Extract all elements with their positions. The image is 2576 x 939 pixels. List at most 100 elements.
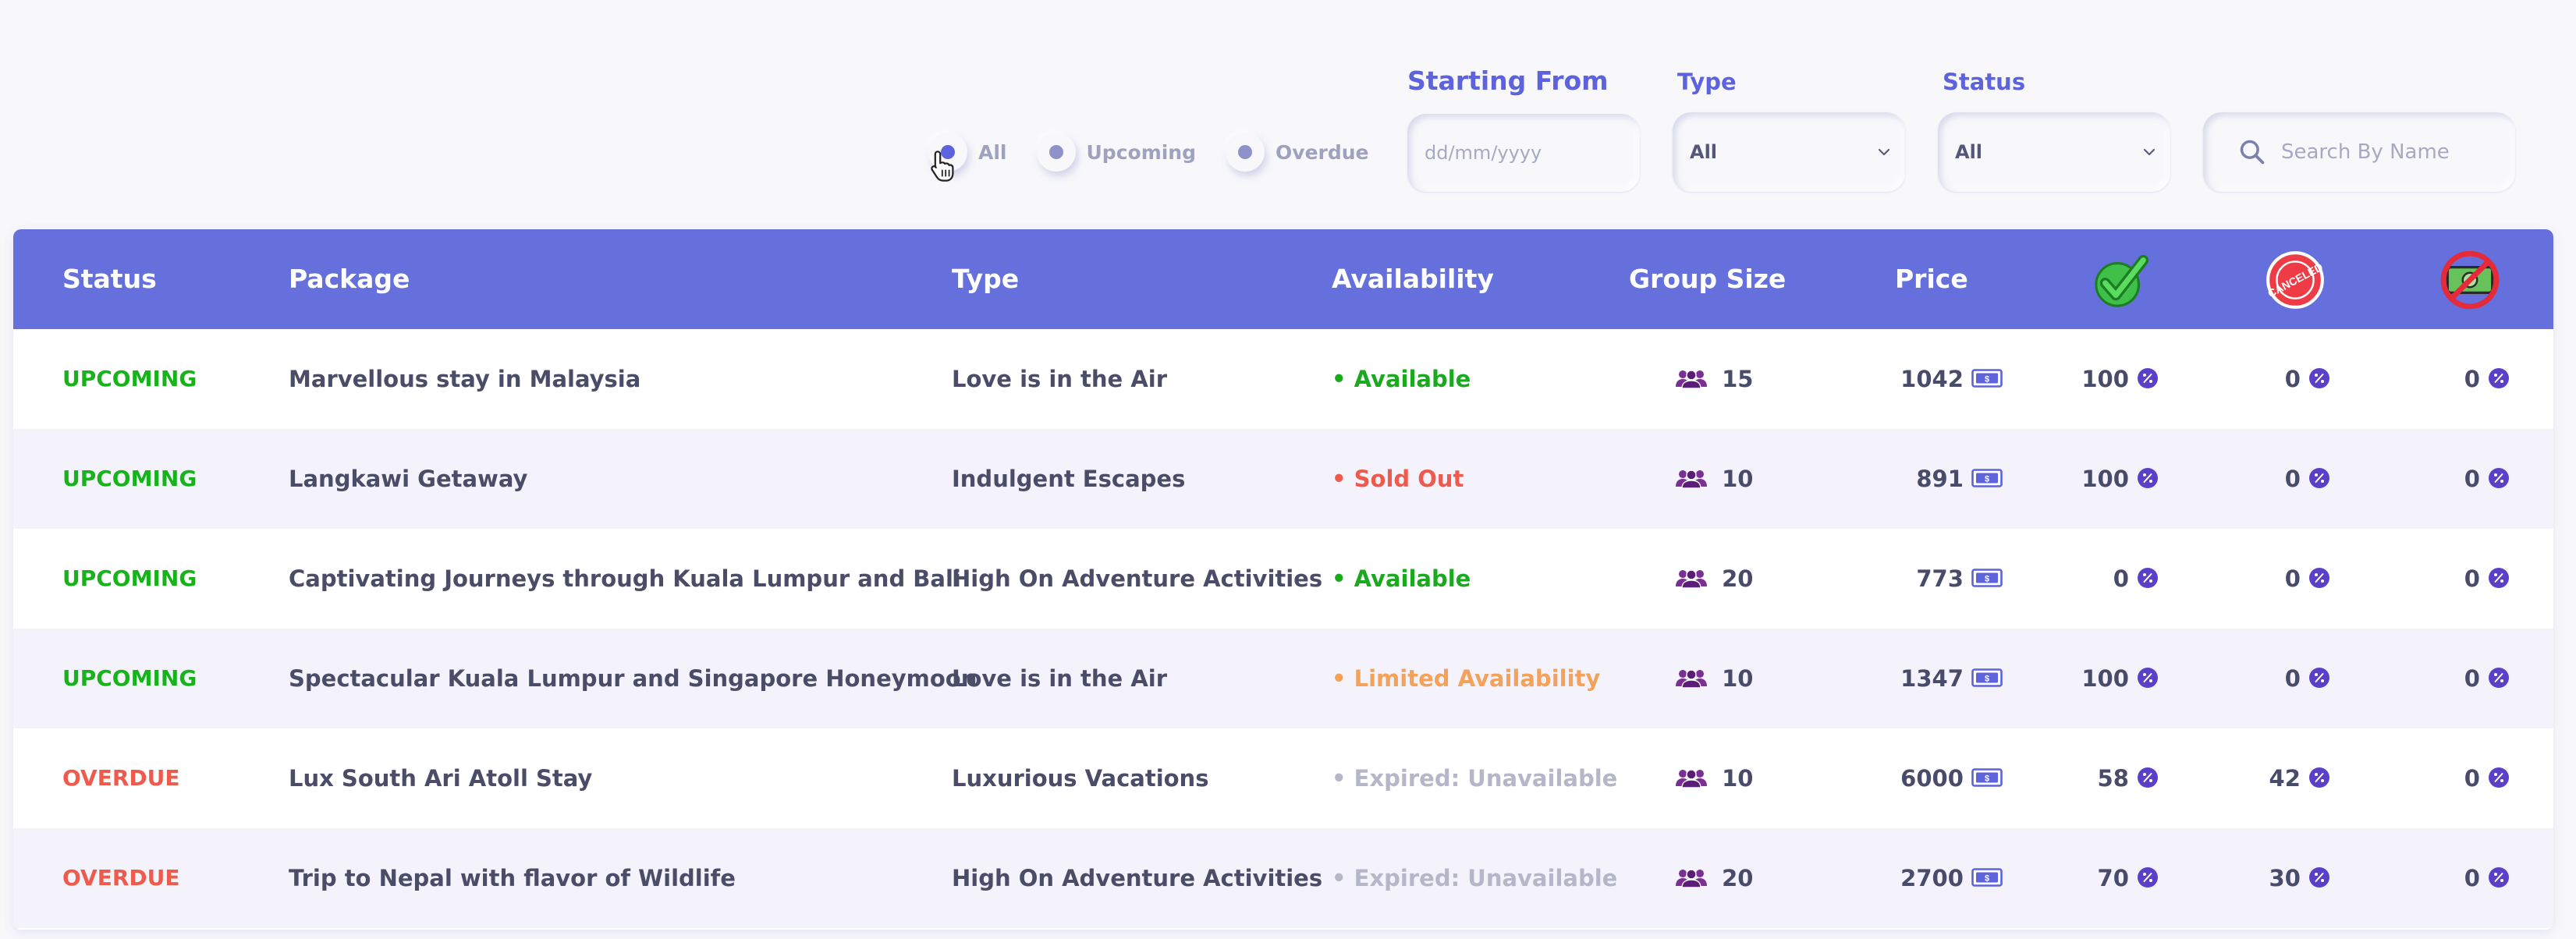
row-status: UPCOMING xyxy=(62,665,197,691)
radio-upcoming-label: Upcoming xyxy=(1086,140,1197,164)
price-value: 773 xyxy=(1916,565,1964,592)
percent-icon xyxy=(2489,368,2509,388)
column-header-price[interactable]: Price xyxy=(1895,264,1968,294)
row-availability: • Available xyxy=(1332,565,1471,592)
refunded-value: 0 xyxy=(2464,865,2480,891)
refunded-value: 0 xyxy=(2464,565,2480,592)
radio-overdue[interactable]: Overdue xyxy=(1226,129,1369,175)
cash-icon: $ xyxy=(1971,369,2003,388)
search-input[interactable]: Search By Name xyxy=(2203,112,2515,192)
percent-icon xyxy=(2138,767,2158,788)
row-cancelled-percent: 0 xyxy=(2198,629,2330,728)
percent-icon xyxy=(2138,867,2158,888)
packages-table: Status Package Type Availability Group S… xyxy=(13,229,2553,930)
completed-value: 100 xyxy=(2081,466,2129,492)
percent-icon xyxy=(2489,867,2509,888)
row-package-name[interactable]: Trip to Nepal with flavor of Wildlife xyxy=(289,865,736,891)
percent-icon xyxy=(2309,468,2329,488)
column-header-group-size[interactable]: Group Size xyxy=(1629,264,1787,294)
row-group-size: 15 xyxy=(1675,329,1753,429)
row-type: Love is in the Air xyxy=(952,366,1168,392)
row-status: UPCOMING xyxy=(62,565,197,591)
completed-value: 70 xyxy=(2097,865,2129,891)
row-package-name[interactable]: Captivating Journeys through Kuala Lumpu… xyxy=(289,565,961,592)
column-header-type[interactable]: Type xyxy=(952,264,1020,294)
row-status: UPCOMING xyxy=(62,366,197,392)
cash-icon: $ xyxy=(1971,569,2003,587)
price-value: 6000 xyxy=(1900,765,1964,792)
table-row[interactable]: UPCOMING Spectacular Kuala Lumpur and Sin… xyxy=(13,629,2553,728)
date-placeholder: dd/mm/yyyy xyxy=(1425,142,1542,164)
group-size-value: 20 xyxy=(1722,565,1754,592)
row-package-name[interactable]: Spectacular Kuala Lumpur and Singapore H… xyxy=(289,665,978,692)
row-availability: • Limited Availability xyxy=(1332,665,1601,692)
radio-upcoming[interactable]: Upcoming xyxy=(1036,129,1197,175)
column-header-status[interactable]: Status xyxy=(62,264,157,294)
row-package-name[interactable]: Lux South Ari Atoll Stay xyxy=(289,765,593,792)
cancelled-value: 0 xyxy=(2284,565,2301,592)
starting-from-date-input[interactable]: dd/mm/yyyy xyxy=(1407,114,1640,192)
type-select[interactable]: All xyxy=(1673,112,1905,192)
chevron-down-icon xyxy=(1878,148,1890,156)
row-cancelled-percent: 0 xyxy=(2198,529,2330,629)
cancelled-value: 0 xyxy=(2284,366,2301,392)
table-row[interactable]: OVERDUE Trip to Nepal with flavor of Wild… xyxy=(13,828,2553,928)
completed-value: 100 xyxy=(2081,366,2129,392)
row-package-name[interactable]: Langkawi Getaway xyxy=(289,466,528,492)
type-filter-label: Type xyxy=(1677,69,1737,95)
price-value: 891 xyxy=(1916,466,1964,492)
group-icon xyxy=(1676,370,1707,388)
row-cancelled-percent: 0 xyxy=(2198,329,2330,429)
table-row[interactable]: OVERDUE Lux South Ari Atoll Stay Luxurious… xyxy=(13,728,2553,828)
row-type: High On Adventure Activities xyxy=(952,865,1323,891)
check-icon xyxy=(2095,254,2149,307)
cash-icon: $ xyxy=(1971,768,2003,787)
status-select[interactable]: All xyxy=(1938,112,2170,192)
percent-icon xyxy=(2309,767,2329,788)
percent-icon xyxy=(2489,568,2509,588)
column-header-availability[interactable]: Availability xyxy=(1332,264,1494,294)
table-row[interactable]: UPCOMING Langkawi Getaway Indulgent Escape… xyxy=(13,429,2553,529)
row-completed-percent: 100 xyxy=(2026,329,2159,429)
group-icon xyxy=(1676,869,1707,888)
starting-from-label: Starting From xyxy=(1407,66,1609,96)
row-type: Love is in the Air xyxy=(952,665,1168,692)
search-icon xyxy=(2240,140,2265,165)
filter-bar: All Upcoming Overdue Starting From dd/mm… xyxy=(0,0,2576,226)
radio-all-label: All xyxy=(978,140,1007,164)
status-select-value: All xyxy=(1955,141,1983,163)
percent-icon xyxy=(2489,767,2509,788)
price-value: 1042 xyxy=(1900,366,1964,392)
percent-icon xyxy=(2309,568,2329,588)
completed-value: 0 xyxy=(2113,565,2129,592)
svg-text:$: $ xyxy=(1985,375,1989,384)
row-package-name[interactable]: Marvellous stay in Malaysia xyxy=(289,366,641,392)
completed-value: 100 xyxy=(2081,665,2129,692)
row-price: 1042 $ xyxy=(1831,329,2003,429)
table-row[interactable]: UPCOMING Marvellous stay in Malaysia Love … xyxy=(13,329,2553,429)
refunded-value: 0 xyxy=(2464,466,2480,492)
row-group-size: 10 xyxy=(1675,429,1753,529)
percent-icon xyxy=(2138,568,2158,588)
table-header: Status Package Type Availability Group S… xyxy=(13,229,2553,329)
refunded-value: 0 xyxy=(2464,765,2480,792)
percent-icon xyxy=(2138,368,2158,388)
percent-icon xyxy=(2309,867,2329,888)
row-group-size: 10 xyxy=(1675,629,1753,728)
row-refunded-percent: 0 xyxy=(2377,629,2510,728)
row-price: 2700 $ xyxy=(1831,828,2003,928)
percent-icon xyxy=(2309,368,2329,388)
radio-upcoming-button[interactable] xyxy=(1036,133,1076,172)
cancelled-value: 30 xyxy=(2269,865,2301,891)
cancelled-value: 0 xyxy=(2284,466,2301,492)
cancelled-value: 0 xyxy=(2284,665,2301,692)
radio-overdue-button[interactable] xyxy=(1226,133,1265,172)
column-header-package[interactable]: Package xyxy=(289,264,410,294)
row-group-size: 10 xyxy=(1675,728,1753,828)
table-row[interactable]: UPCOMING Captivating Journeys through Kua… xyxy=(13,529,2553,629)
row-availability: • Expired: Unavailable xyxy=(1332,865,1618,891)
percent-icon xyxy=(2138,668,2158,688)
row-cancelled-percent: 30 xyxy=(2198,828,2330,928)
percent-icon xyxy=(2489,668,2509,688)
cash-icon: $ xyxy=(1971,469,2003,487)
